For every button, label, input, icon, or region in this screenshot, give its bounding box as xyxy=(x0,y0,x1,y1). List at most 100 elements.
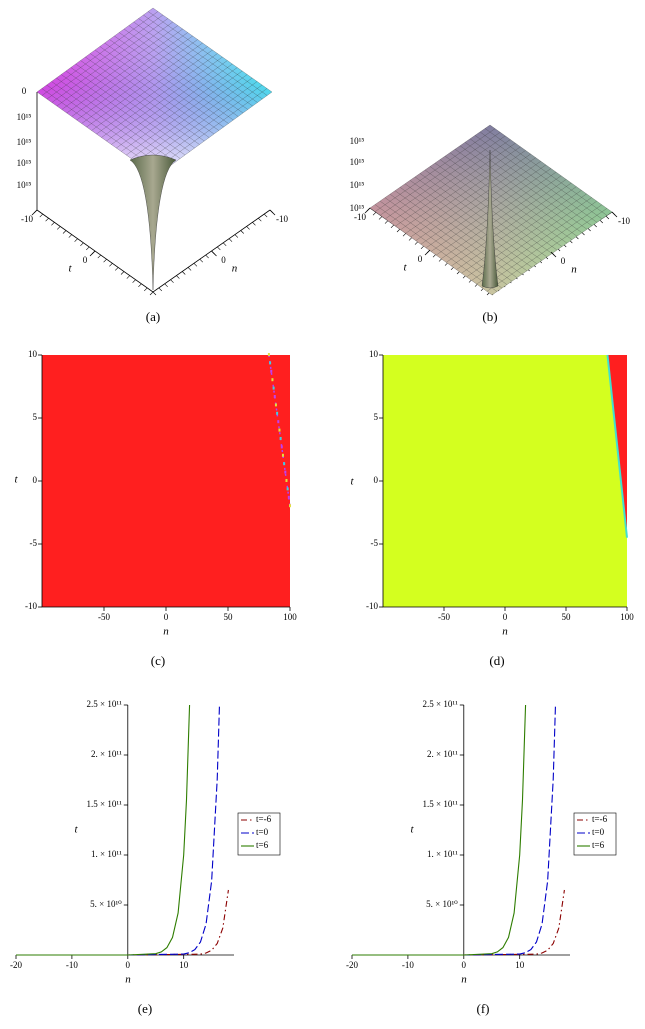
mesh-line xyxy=(51,81,171,166)
surface-panel: -10 0 0 -10 t n 10¹⁵ 10¹⁵ 10¹⁵ 10¹⁵ xyxy=(350,124,630,296)
x-tick-label: 0 xyxy=(83,255,88,265)
y-tick-label: 1.5 × 10¹¹ xyxy=(423,799,459,809)
z-tick-label: 10¹⁵ xyxy=(350,157,365,167)
x-axis-label: n xyxy=(502,626,508,638)
tick-mark xyxy=(89,250,96,257)
x-tick-label: -50 xyxy=(438,612,450,622)
boundary-dot xyxy=(281,453,284,457)
series-line xyxy=(16,704,191,956)
y-tick-label: 1. × 10¹¹ xyxy=(91,849,122,859)
x-tick-label: 0 xyxy=(462,960,467,970)
y-tick-label: -10 xyxy=(25,601,37,611)
legend-label: t=6 xyxy=(592,840,605,850)
x-tick-label: 100 xyxy=(620,612,634,622)
tick-mark xyxy=(269,209,276,216)
minor-tick xyxy=(396,228,401,233)
minor-tick xyxy=(120,271,125,275)
y-tick-label: 2. × 10¹¹ xyxy=(91,749,122,759)
minor-tick xyxy=(193,263,198,267)
minor-tick xyxy=(85,246,90,251)
minor-tick xyxy=(240,230,244,234)
y-tick-label: 10 xyxy=(369,349,379,359)
boundary-dot xyxy=(289,504,291,508)
minor-tick xyxy=(372,211,377,216)
x-tick-label: 0 xyxy=(126,960,131,970)
minor-tick xyxy=(234,234,239,238)
tick-mark xyxy=(550,251,557,258)
minor-tick xyxy=(138,283,142,288)
minor-tick xyxy=(390,224,395,229)
minor-tick xyxy=(103,258,107,263)
density-field xyxy=(383,355,627,607)
line-panel: -20 -10 0 10 5. × 10¹⁰ 1. × 10¹¹ 1.5 × 10¹¹ 2. … xyxy=(10,699,281,986)
mesh-line xyxy=(136,77,253,163)
minor-tick xyxy=(384,220,389,224)
x-tick-label: -10 xyxy=(21,214,33,224)
boundary-dot xyxy=(272,386,275,390)
legend-label: t=-6 xyxy=(592,814,608,824)
minor-tick xyxy=(56,226,61,230)
tick-mark xyxy=(31,209,38,216)
boundary-dot xyxy=(284,470,287,474)
minor-tick xyxy=(246,226,250,230)
mesh-line xyxy=(379,200,503,289)
mesh-line xyxy=(476,200,597,285)
boundary-dot xyxy=(279,437,282,440)
tick-mark xyxy=(424,249,431,256)
z-tick-label: 10¹⁵ xyxy=(350,136,365,146)
minor-tick xyxy=(187,267,192,271)
y-tick-label: 2.5 × 10¹¹ xyxy=(87,699,123,709)
minor-tick xyxy=(599,219,604,224)
x-axis-label: n xyxy=(163,626,169,638)
legend: t=-6 t=0 t=6 xyxy=(237,812,281,856)
density-boundary xyxy=(606,354,628,538)
y-tick-label: 0 xyxy=(33,475,38,485)
minor-tick xyxy=(258,217,262,222)
boundary-dot xyxy=(269,361,272,365)
minor-tick xyxy=(182,271,186,275)
minor-tick xyxy=(149,291,154,296)
minor-tick xyxy=(132,279,136,283)
legend-label: t=-6 xyxy=(256,814,272,824)
line-panel: -20 -10 0 10 5. × 10¹⁰ 1. × 10¹¹ 1.5 × 10¹¹ 2. … xyxy=(346,699,617,986)
mesh-line xyxy=(141,81,258,166)
surface-spike xyxy=(481,149,499,289)
y-tick-label: 1.5 × 10¹¹ xyxy=(87,799,123,809)
y-tick-label: -10 xyxy=(618,216,630,226)
x-tick-label: 0 xyxy=(418,254,423,264)
caption: (a) xyxy=(146,309,160,324)
minor-tick xyxy=(205,254,209,259)
boundary-dot xyxy=(283,462,286,466)
boundary-dot xyxy=(287,495,290,499)
mesh-line xyxy=(145,84,263,170)
minor-tick xyxy=(51,222,55,226)
x-tick-label: -10 xyxy=(402,960,414,970)
y-tick-label: 0 xyxy=(221,255,226,265)
y-tick-label: 5 xyxy=(33,412,38,422)
x-tick-label: -10 xyxy=(354,212,366,222)
mesh-line xyxy=(481,204,602,288)
y-tick-label: 0 xyxy=(561,256,566,266)
x-tick-label: 10 xyxy=(515,960,525,970)
z-tick-label: 10¹⁵ xyxy=(17,158,32,168)
minor-tick xyxy=(222,242,227,247)
caption: (f) xyxy=(477,1001,490,1016)
caption: (d) xyxy=(489,653,504,668)
minor-tick xyxy=(252,222,256,226)
caption: (e) xyxy=(138,1001,152,1016)
minor-tick xyxy=(158,287,163,292)
z-tick-label: 10¹⁵ xyxy=(17,137,32,147)
legend-label: t=0 xyxy=(256,827,269,837)
y-axis-label: t xyxy=(350,476,354,488)
series-line xyxy=(352,704,527,956)
y-axis-label: n xyxy=(232,263,238,275)
x-tick-label: -50 xyxy=(98,612,110,622)
minor-tick xyxy=(217,246,221,251)
mesh-line xyxy=(486,208,608,292)
y-tick-label: -5 xyxy=(30,538,38,548)
tick-mark xyxy=(611,211,618,218)
series-line xyxy=(16,704,221,956)
